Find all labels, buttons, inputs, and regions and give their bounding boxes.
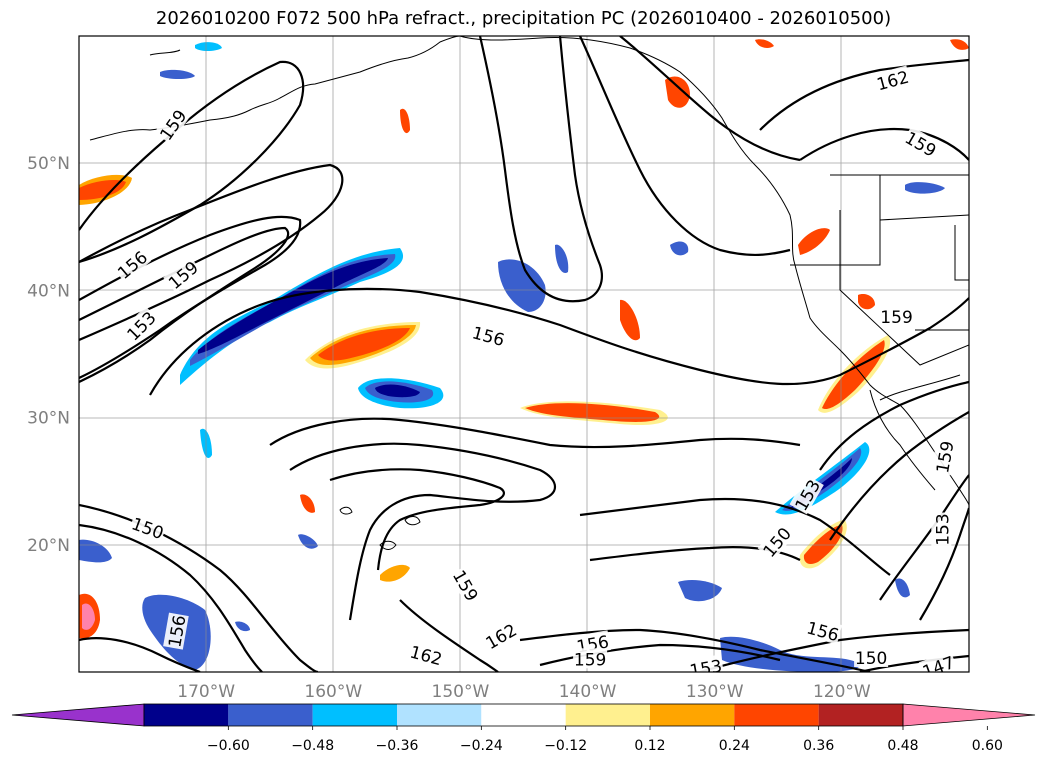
contour-label: 153 bbox=[121, 306, 161, 345]
contour-label: 162 bbox=[407, 640, 446, 670]
colorbar-tick-label: −0.24 bbox=[460, 738, 503, 754]
lon-tick-label: 150°W bbox=[432, 682, 490, 702]
contour-label-bg bbox=[873, 65, 912, 94]
colorbar-tick-label: 0.36 bbox=[803, 738, 834, 754]
lat-tick-label: 40°N bbox=[27, 281, 70, 301]
contour-label-text: 159 bbox=[165, 258, 203, 294]
contour-label: 156 bbox=[469, 321, 508, 351]
contour-label-bg bbox=[407, 640, 446, 669]
contour-label-bg bbox=[901, 126, 941, 161]
contour-label-bg bbox=[121, 306, 160, 345]
contour-label-bg bbox=[573, 648, 608, 669]
lat-tick-label: 30°N bbox=[27, 409, 70, 429]
colorbar-tick-label: 0.24 bbox=[719, 738, 750, 754]
lat-tick-label: 20°N bbox=[27, 536, 70, 556]
colorbar-outline bbox=[143, 703, 904, 727]
colorbar-segment bbox=[565, 704, 650, 726]
contour-label: 156 bbox=[163, 612, 191, 650]
longitude-labels: 170°W 160°W 150°W 140°W 130°W 120°W bbox=[177, 682, 871, 702]
contour-label: 159 bbox=[573, 648, 608, 670]
lon-tick-label: 140°W bbox=[559, 682, 617, 702]
latitude-labels: 50°N 40°N 30°N 20°N bbox=[27, 154, 70, 556]
contour-label: 147 bbox=[918, 650, 958, 683]
contour-label-bg bbox=[789, 474, 824, 515]
contour-label: 153 bbox=[687, 654, 725, 682]
precip-shading bbox=[79, 39, 969, 672]
contour-label-text: 159 bbox=[880, 308, 912, 328]
contour-label-text: 153 bbox=[123, 308, 160, 345]
contour-label-bg bbox=[757, 522, 795, 562]
contour-label-bg bbox=[163, 612, 189, 650]
colorbar-segment bbox=[481, 704, 566, 726]
colorbar-tick-label: 0.12 bbox=[634, 738, 665, 754]
contour-label-bg bbox=[469, 321, 508, 350]
contour-label-bg bbox=[854, 647, 889, 668]
contour-label: 159 bbox=[901, 126, 941, 162]
lon-tick-label: 170°W bbox=[177, 682, 235, 702]
contour-label: 153 bbox=[931, 512, 953, 547]
colorbar-tick-label: −0.60 bbox=[207, 738, 250, 754]
contour-label-bg bbox=[128, 512, 168, 543]
contour-label-text: 159 bbox=[933, 439, 958, 474]
contour-label-text: 162 bbox=[408, 643, 445, 671]
contour-label-text: 147 bbox=[920, 653, 957, 683]
colorbar-segment bbox=[397, 704, 482, 726]
contour-label-text: 153 bbox=[688, 657, 723, 682]
colorbar-segment bbox=[818, 704, 903, 726]
map-title: 2026010200 F072 500 hPa refract., precip… bbox=[155, 8, 892, 29]
contour-label: 159 bbox=[879, 306, 914, 328]
contour-label-bg bbox=[163, 255, 203, 293]
contour-label-bg bbox=[480, 618, 521, 653]
contour-label-bg bbox=[918, 650, 958, 672]
map-frame bbox=[78, 35, 970, 673]
colorbar-segment bbox=[228, 704, 313, 726]
contour-label: 150 bbox=[854, 647, 889, 669]
colorbar-segment bbox=[650, 704, 735, 726]
lat-tick-label: 50°N bbox=[27, 154, 70, 174]
lon-tick-label: 160°W bbox=[304, 682, 362, 702]
contour-label-bg bbox=[879, 306, 914, 327]
contour-label-bg bbox=[154, 104, 191, 145]
contour-label: 159 bbox=[154, 104, 191, 145]
lon-tick-label: 130°W bbox=[686, 682, 744, 702]
colorbar-tick-label: 0.60 bbox=[972, 738, 1003, 754]
contour-label-bg bbox=[449, 565, 484, 605]
contour-label-text: 162 bbox=[875, 68, 912, 96]
colorbar-segment bbox=[144, 704, 229, 726]
contour-label-text: 159 bbox=[901, 128, 939, 162]
contour-label: 159 bbox=[931, 438, 958, 476]
contour-label-bg bbox=[687, 654, 725, 672]
contour-label-text: 162 bbox=[483, 620, 521, 654]
colorbar-tick-label: 0.48 bbox=[887, 738, 918, 754]
contour-label-text: 159 bbox=[448, 567, 482, 605]
lon-tick-label: 120°W bbox=[813, 682, 871, 702]
contour-label-bg bbox=[112, 245, 152, 283]
contour-label: 156 bbox=[804, 616, 843, 646]
colorbar-segment bbox=[734, 704, 819, 726]
colorbar-extend-low bbox=[11, 703, 145, 727]
contour-label-bg bbox=[931, 512, 952, 547]
contour-label-text: 159 bbox=[574, 650, 606, 670]
contour-label-bg bbox=[931, 438, 957, 476]
colorbar-tick-label: −0.12 bbox=[544, 738, 587, 754]
contour-label-text: 159 bbox=[156, 107, 191, 145]
contour-label-bg bbox=[804, 616, 843, 645]
colorbar-segment bbox=[312, 704, 397, 726]
colorbar-tick-label: −0.36 bbox=[376, 738, 419, 754]
colorbar: −0.60 −0.48 −0.36 −0.24 −0.12 0.12 0.24 0.36 0.4… bbox=[11, 703, 1036, 754]
graticule bbox=[79, 36, 969, 672]
contour-label: 162 bbox=[480, 618, 521, 654]
contour-label-text: 156 bbox=[804, 618, 841, 646]
contour-label-text: 150 bbox=[855, 649, 887, 669]
contour-label-text: 153 bbox=[933, 513, 953, 545]
contour-label-text: 156 bbox=[470, 323, 507, 351]
colorbar-tick-label: −0.48 bbox=[291, 738, 334, 754]
colorbar-extend-high bbox=[902, 703, 1036, 727]
contour-label: 159 bbox=[448, 565, 484, 605]
